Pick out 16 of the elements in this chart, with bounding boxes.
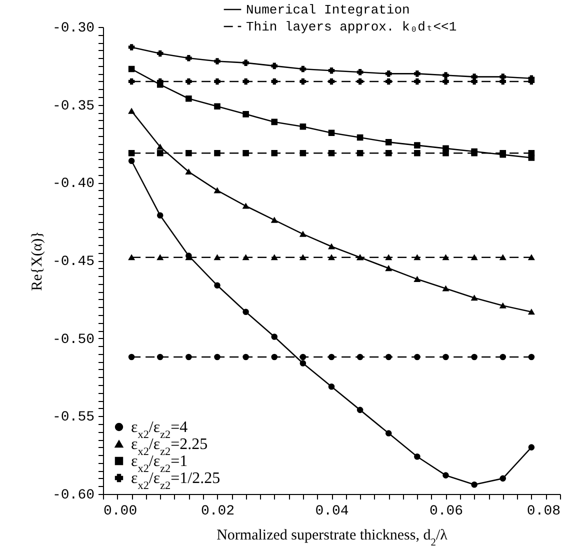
x-tick-label: 0.04 [315, 504, 349, 520]
y-tick-label: -0.50 [52, 332, 94, 348]
x-tick-label: 0.08 [526, 504, 560, 520]
y-tick-label: -0.35 [52, 98, 94, 114]
y-tick-label: -0.30 [52, 20, 94, 36]
annotation: Thin layers approx. k₀dₜ<<1 [246, 20, 457, 34]
y-tick-label: -0.55 [52, 410, 94, 426]
x-tick-label: 0.06 [429, 504, 464, 520]
x-tick-label: 0.02 [200, 504, 235, 520]
x-tick-label: 0.00 [104, 504, 138, 520]
y-tick-label: -0.60 [52, 488, 94, 504]
y-tick-label: -0.45 [52, 254, 94, 270]
text: Numerical Integration [246, 2, 410, 18]
y-tick-label: -0.40 [52, 176, 94, 192]
y-axis-title: Re{X(α)} [29, 231, 46, 291]
x-axis-title: Normalized superstrate thickness, d$_{2}$/λ [216, 528, 448, 548]
